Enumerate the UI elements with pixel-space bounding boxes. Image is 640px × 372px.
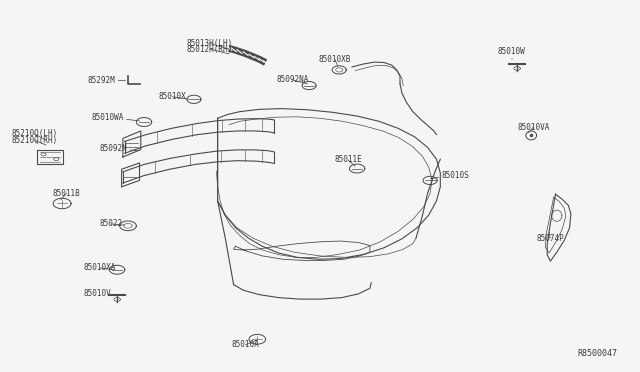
Text: 85010X: 85010X — [159, 92, 189, 101]
Text: 85210Q(RH): 85210Q(RH) — [12, 136, 58, 145]
Text: 85011B: 85011B — [52, 189, 80, 200]
Text: 85013H(LH): 85013H(LH) — [187, 39, 233, 49]
Text: 85010XB: 85010XB — [319, 55, 351, 66]
Text: 85010W: 85010W — [498, 47, 525, 60]
Text: R8500047: R8500047 — [578, 349, 618, 358]
Text: 85011E: 85011E — [334, 155, 362, 166]
Text: 85012H(RH): 85012H(RH) — [187, 45, 233, 54]
Text: 85010XA: 85010XA — [83, 263, 116, 272]
Circle shape — [41, 153, 46, 156]
Text: 85010S: 85010S — [430, 171, 469, 180]
Text: 85010VA: 85010VA — [517, 123, 550, 133]
Circle shape — [54, 158, 59, 161]
Text: 85292M: 85292M — [88, 76, 125, 85]
Text: 85074P: 85074P — [536, 232, 564, 243]
Text: 85092N: 85092N — [99, 144, 140, 153]
Text: 85010WA: 85010WA — [92, 113, 140, 122]
Text: 85010A: 85010A — [232, 340, 259, 349]
Text: 85010V: 85010V — [83, 289, 114, 298]
Text: 85210Q(LH): 85210Q(LH) — [12, 129, 58, 140]
Text: 85022: 85022 — [99, 219, 125, 228]
Text: 85092NA: 85092NA — [276, 76, 309, 84]
